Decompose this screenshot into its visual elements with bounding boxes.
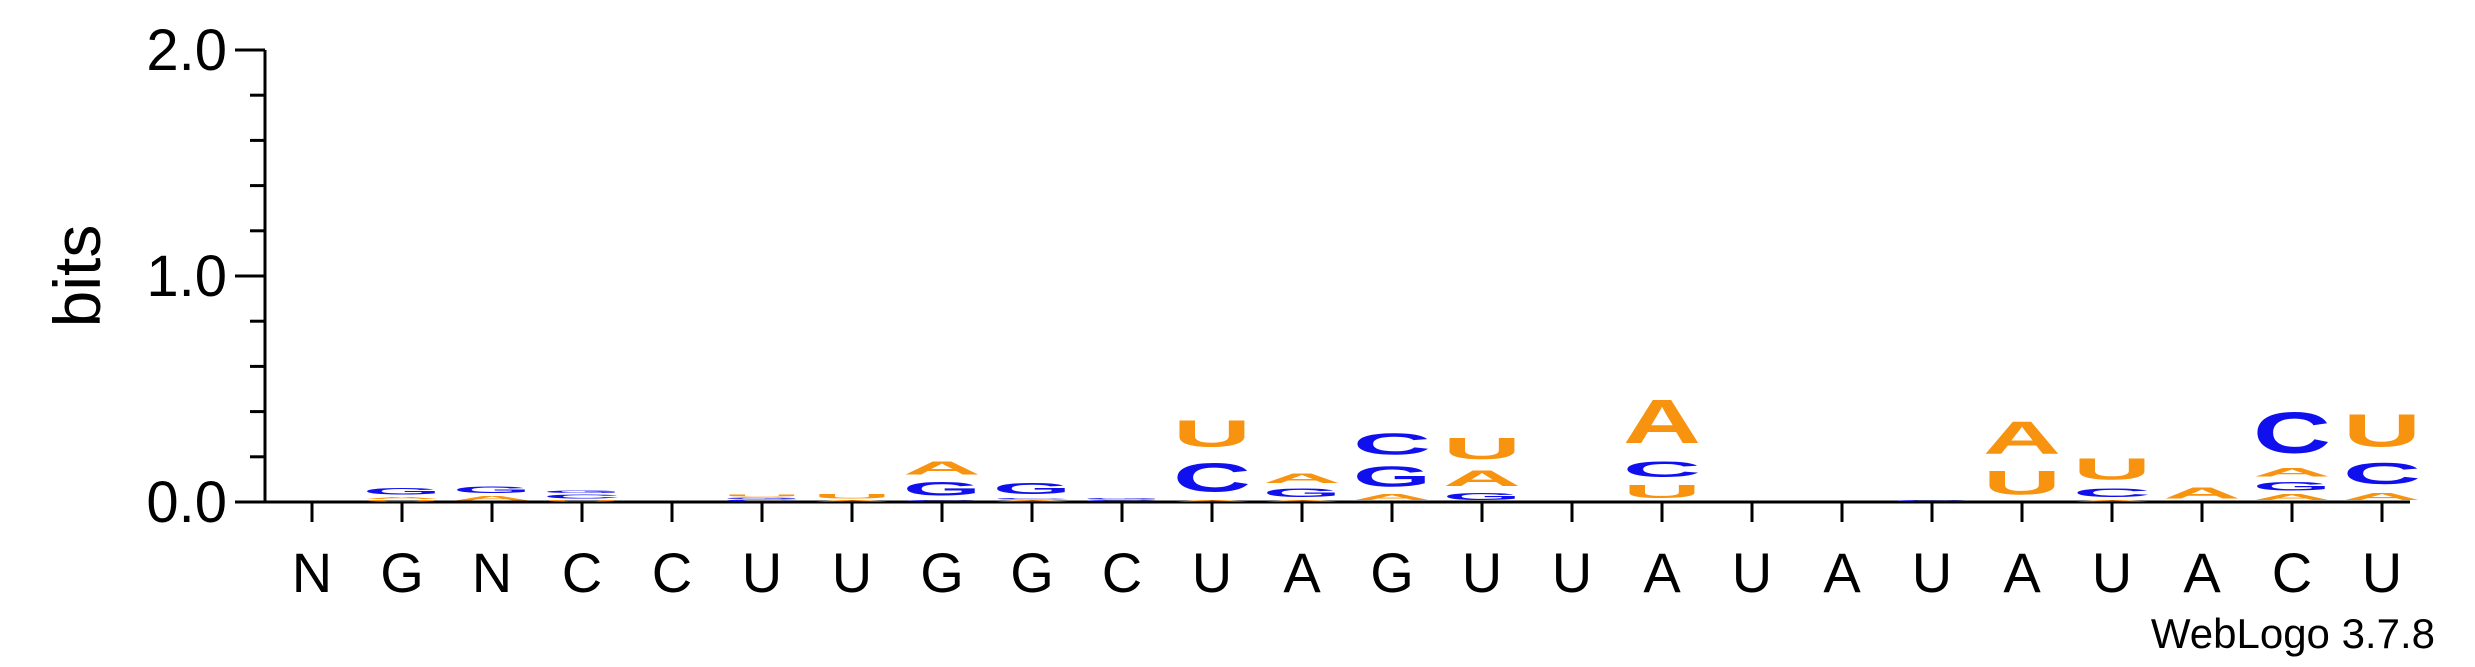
logo-letter-a: A xyxy=(993,500,1071,502)
logo-letter-c: C xyxy=(903,500,981,502)
x-tick-label: N xyxy=(292,541,332,604)
logo-letter-u: U xyxy=(1623,482,1701,502)
logo-letter-u: U xyxy=(2343,405,2421,457)
x-tick-label: A xyxy=(2003,541,2041,604)
logo-letter-a: A xyxy=(363,496,441,499)
logo-letter-c: C xyxy=(1173,455,1251,500)
logo-letter-a: A xyxy=(1443,466,1521,491)
x-tick-label: A xyxy=(1823,541,1861,604)
logo-letter-g: G xyxy=(363,486,441,496)
logo-letter-c: C xyxy=(1893,500,1971,502)
y-tick-label: 0.0 xyxy=(146,470,227,535)
logo-letter-c: C xyxy=(723,499,801,502)
x-tick-label: U xyxy=(2362,541,2402,604)
logo-letter-c: C xyxy=(1623,457,1701,482)
x-tick-label: G xyxy=(380,541,424,604)
logo-letter-c: C xyxy=(2343,457,2421,491)
logo-letter-u: U xyxy=(1983,463,2061,502)
logo-letter-g: G xyxy=(723,497,801,499)
logo-letter-a: A xyxy=(1353,493,1431,502)
x-tick-label: C xyxy=(1102,541,1142,604)
x-tick-label: U xyxy=(832,541,872,604)
logo-letter-c: C xyxy=(2073,486,2151,500)
y-tick-label: 2.0 xyxy=(146,18,227,83)
logo-letter-a: A xyxy=(1173,500,1251,502)
logo-letter-g: G xyxy=(903,479,981,500)
x-tick-label: G xyxy=(1010,541,1054,604)
logo-letter-c: C xyxy=(1353,427,1431,461)
x-tick-label: C xyxy=(562,541,602,604)
x-tick-label: U xyxy=(1552,541,1592,604)
x-tick-label: A xyxy=(1283,541,1321,604)
logo-letter-g: G xyxy=(2253,479,2331,493)
x-tick-label: U xyxy=(1192,541,1232,604)
x-tick-label: U xyxy=(2092,541,2132,604)
logo-letter-u: U xyxy=(1443,432,1521,466)
logo-letter-a: A xyxy=(453,495,531,502)
logo-letter-u: U xyxy=(813,493,891,500)
logo-letter-a: A xyxy=(2343,491,2421,502)
x-tick-label: U xyxy=(1462,541,1502,604)
logo-letter-u: U xyxy=(2073,452,2151,486)
logo-letter-u: U xyxy=(723,494,801,497)
logo-letter-a: A xyxy=(1263,470,1341,486)
logo-letter-u: U xyxy=(543,500,621,502)
x-tick-label: G xyxy=(920,541,964,604)
logo-letter-u: U xyxy=(1173,412,1251,455)
x-tick-label: C xyxy=(2272,541,2312,604)
logo-letter-a: A xyxy=(2163,484,2241,502)
logo-letter-g: G xyxy=(543,490,621,494)
x-tick-label: C xyxy=(652,541,692,604)
x-tick-label: N xyxy=(472,541,512,604)
logo-letter-a: A xyxy=(1263,500,1341,502)
x-tick-label: U xyxy=(1732,541,1772,604)
logo-letter-c: C xyxy=(543,494,621,500)
logo-letter-g: G xyxy=(1083,498,1161,500)
logo-letter-g: G xyxy=(1263,486,1341,500)
logo-letter-g: G xyxy=(453,485,531,495)
logo-letter-c: C xyxy=(1083,500,1161,502)
weblogo-credit: WebLogo 3.7.8 xyxy=(2151,610,2435,657)
logo-letter-g: G xyxy=(993,480,1071,498)
logo-letter-a: A xyxy=(1623,386,1701,456)
logo-letter-u: U xyxy=(363,500,441,502)
y-tick-label: 1.0 xyxy=(146,244,227,309)
logo-letter-a: A xyxy=(2073,500,2151,502)
x-tick-label: U xyxy=(1912,541,1952,604)
logo-letter-a: A xyxy=(2253,493,2331,502)
logo-letter-g: G xyxy=(1443,491,1521,502)
y-axis-label: bits xyxy=(40,225,114,328)
logo-letter-a: A xyxy=(2253,466,2331,480)
y-ticks: 0.0 1.0 2.0 xyxy=(146,18,265,535)
logo-letter-a: A xyxy=(1983,411,2061,463)
logo-letter-c: C xyxy=(2253,400,2331,465)
x-tick-label: U xyxy=(742,541,782,604)
logo-letter-a: A xyxy=(813,500,891,502)
axes xyxy=(263,50,2410,504)
logo-letter-a: A xyxy=(903,458,981,478)
x-tick-label: A xyxy=(2183,541,2221,604)
x-tick-label: A xyxy=(1643,541,1681,604)
logo-letter-g: G xyxy=(1353,461,1431,493)
logo-letter-c: C xyxy=(993,497,1071,499)
x-tick-label: G xyxy=(1370,541,1414,604)
